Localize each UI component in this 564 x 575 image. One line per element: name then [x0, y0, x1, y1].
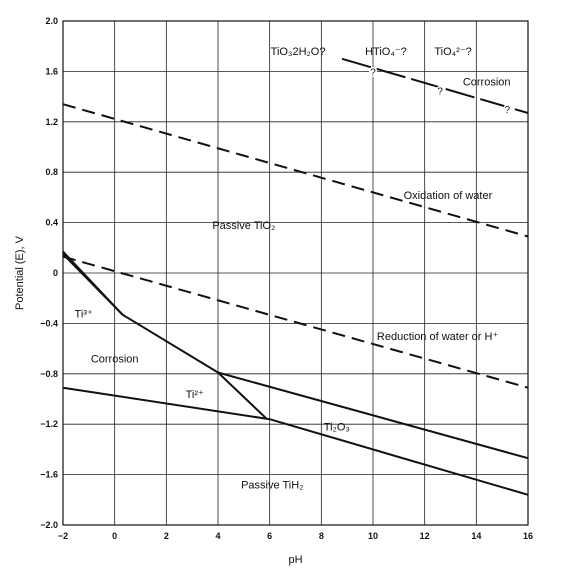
- region-label: Ti²⁺: [186, 389, 204, 401]
- y-tick-labels: −2.0 −1.6 −1.2 −0.8 −0.4 0 0.4 0.8 1.2 1.6 2.0: [40, 16, 58, 530]
- region-label: HTiO₄⁻?: [365, 46, 407, 58]
- series-line-5: [62, 386, 529, 496]
- series-lines: [62, 57, 529, 496]
- region-label: Passive TiO₂: [212, 220, 275, 232]
- x-tick-label: −2: [58, 531, 68, 541]
- annotations: TiO₃2H₂O? HTiO₄⁻? TiO₄²⁻???? Corrosion Oxida…: [75, 46, 513, 492]
- series-line-1: [62, 103, 529, 238]
- x-tick-label: 14: [471, 531, 481, 541]
- plot-frame: [62, 20, 529, 526]
- y-tick-label: 0: [53, 268, 58, 278]
- x-tick-label: 4: [215, 531, 220, 541]
- region-label: Corrosion: [463, 76, 511, 88]
- region-label: Ti₂O₃: [324, 422, 350, 434]
- y-tick-label: −1.6: [40, 470, 58, 480]
- y-tick-label: −2.0: [40, 520, 58, 530]
- series-line-2: [62, 255, 529, 389]
- x-tick-label: 12: [420, 531, 430, 541]
- question-mark-annotation: ?: [505, 105, 511, 116]
- region-label: Oxidation of water: [404, 190, 493, 202]
- region-label: Passive TiH₂: [241, 480, 303, 492]
- region-label: Ti³⁺: [75, 308, 93, 320]
- y-tick-label: 1.2: [45, 117, 58, 127]
- y-tick-label: −1.2: [40, 419, 58, 429]
- series-line-7: [341, 57, 529, 114]
- y-tick-label: −0.8: [40, 369, 58, 379]
- x-axis-label: pH: [288, 554, 302, 566]
- series-line-6: [217, 371, 268, 420]
- question-mark-annotation: ?: [370, 67, 376, 78]
- y-tick-label: 0.4: [45, 218, 58, 228]
- series-line-4: [62, 253, 124, 316]
- x-tick-label: 16: [523, 531, 533, 541]
- region-label: TiO₄²⁻?: [434, 46, 471, 58]
- x-tick-label: 6: [267, 531, 272, 541]
- y-tick-label: 0.8: [45, 167, 58, 177]
- y-tick-label: −0.4: [40, 318, 58, 328]
- region-label: Reduction of water or H⁺: [377, 331, 499, 343]
- region-label: Corrosion: [91, 354, 139, 366]
- x-tick-label: 8: [319, 531, 324, 541]
- x-tick-label: 10: [368, 531, 378, 541]
- x-tick-label: 2: [164, 531, 169, 541]
- y-axis-label: Potential (E), V: [14, 235, 26, 310]
- y-tick-label: 1.6: [45, 66, 58, 76]
- question-mark-annotation: ?: [437, 86, 443, 97]
- x-tick-labels: −2 0 2 4 6 8 10 12 14 16: [58, 531, 533, 541]
- x-tick-label: 0: [112, 531, 117, 541]
- region-label: TiO₃2H₂O?: [271, 46, 326, 58]
- gridlines: [62, 20, 529, 526]
- y-tick-label: 2.0: [45, 16, 58, 26]
